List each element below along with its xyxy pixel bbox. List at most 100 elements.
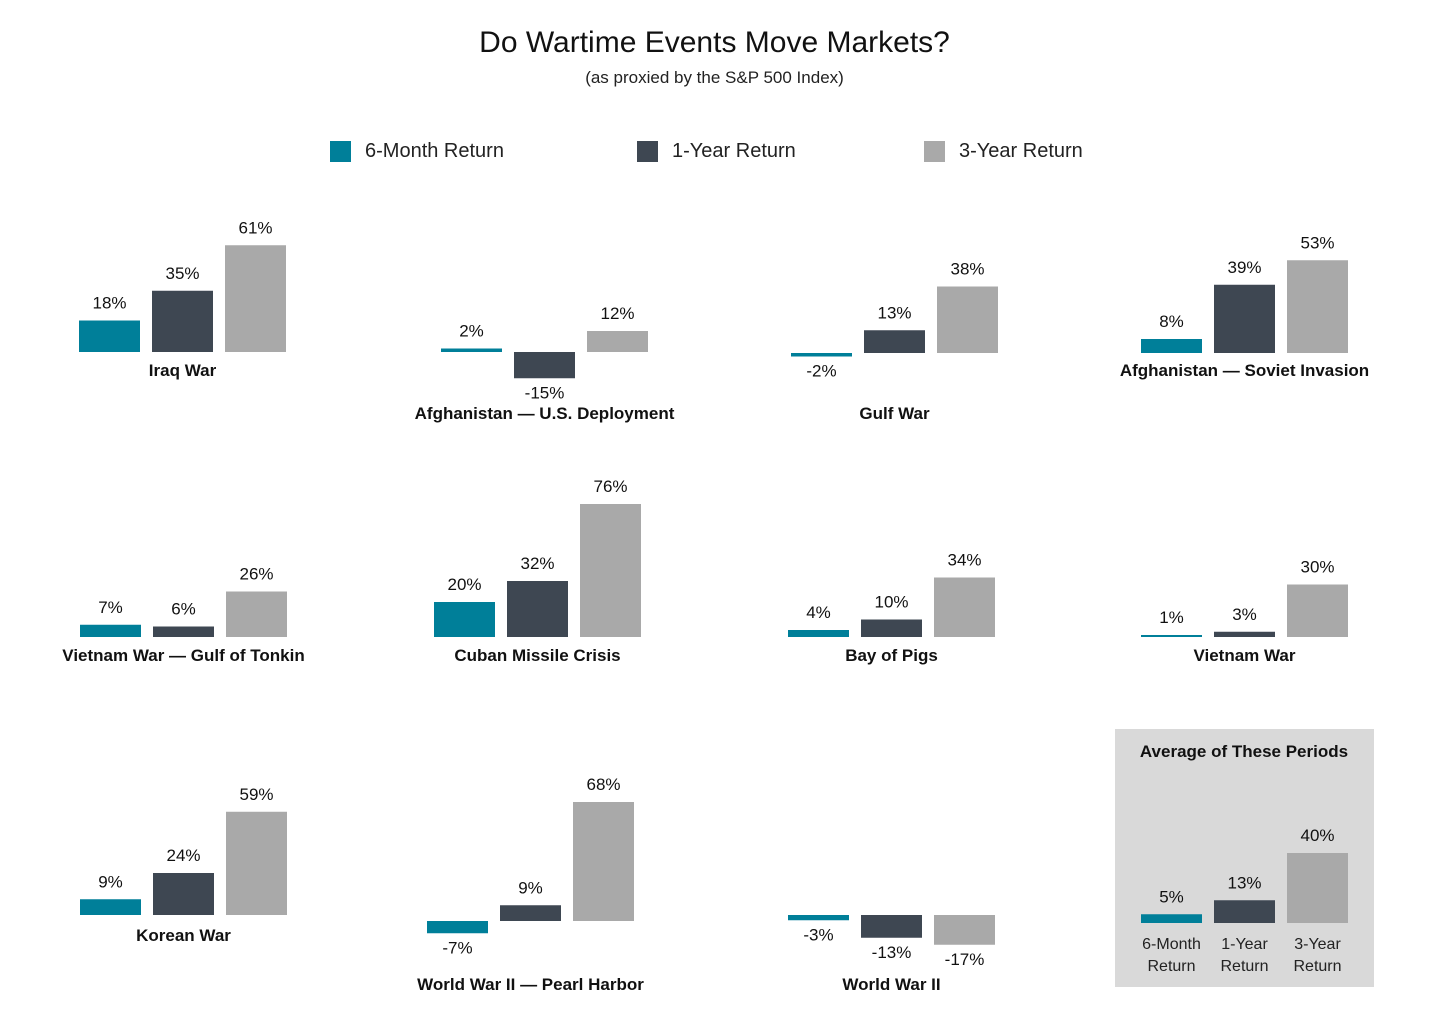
data-label-vietnam-war-gulf-of-tonkin-3-year: 26% xyxy=(239,565,273,584)
data-label-vietnam-war-gulf-of-tonkin-1-year: 6% xyxy=(171,600,196,619)
legend-item-6-month: 6-Month Return xyxy=(330,138,504,164)
panel-gulf-war: -2% 13% 38% Gulf War xyxy=(791,260,998,423)
legend-swatch-1-year xyxy=(637,140,658,162)
bar-gulf-war-3-year xyxy=(937,286,998,353)
data-label-iraq-war-3-year: 61% xyxy=(238,218,272,237)
panel-average: Average of These Periods 5% 13% 40% 6-Month R… xyxy=(1115,729,1374,987)
bar-gulf-war-1-year xyxy=(864,330,925,353)
legend-item-1-year: 1-Year Return xyxy=(637,138,796,164)
data-label-average-1-year: 13% xyxy=(1227,873,1261,892)
legend-item-3-year: 3-Year Return xyxy=(924,138,1083,164)
panel-vietnam-war-gulf-of-tonkin: 7% 6% 26% Vietnam War — Gulf of Tonkin xyxy=(62,565,304,666)
panel-title-korean-war: Korean War xyxy=(136,926,231,945)
data-label-afghanistan-u-s-deployment-6-month: 2% xyxy=(459,322,484,341)
panel-title-vietnam-war: Vietnam War xyxy=(1193,646,1295,665)
data-label-world-war-ii-pearl-harbor-1-year: 9% xyxy=(518,878,543,897)
panel-title-afghanistan-u-s-deployment: Afghanistan — U.S. Deployment xyxy=(415,404,675,423)
bar-afghanistan-u-s-deployment-1-year xyxy=(514,352,575,379)
data-label-iraq-war-6-month: 18% xyxy=(92,294,126,313)
bar-korean-war-1-year xyxy=(153,873,214,915)
data-label-vietnam-war-6-month: 1% xyxy=(1159,608,1184,627)
panel-title-afghanistan-soviet-invasion: Afghanistan — Soviet Invasion xyxy=(1120,361,1369,380)
panel-world-war-ii-pearl-harbor: -7% 9% 68% World War II — Pearl Harbor xyxy=(417,775,644,994)
panel-title-world-war-ii-pearl-harbor: World War II — Pearl Harbor xyxy=(417,975,644,994)
bar-average-6-month xyxy=(1141,914,1202,923)
panel-title-iraq-war: Iraq War xyxy=(149,361,217,380)
average-category-6-month: 6-Month Return xyxy=(1142,936,1201,975)
bar-cuban-missile-crisis-1-year xyxy=(507,581,568,637)
data-label-korean-war-6-month: 9% xyxy=(98,872,123,891)
data-label-korean-war-3-year: 59% xyxy=(239,785,273,804)
panel-title-world-war-ii: World War II xyxy=(842,975,940,994)
panel-title-vietnam-war-gulf-of-tonkin: Vietnam War — Gulf of Tonkin xyxy=(62,646,304,665)
data-label-afghanistan-soviet-invasion-3-year: 53% xyxy=(1300,233,1334,252)
bar-bay-of-pigs-6-month xyxy=(788,630,849,637)
bar-vietnam-war-gulf-of-tonkin-3-year xyxy=(226,591,287,637)
panel-afghanistan-soviet-invasion: 8% 39% 53% Afghanistan — Soviet Invasion xyxy=(1120,233,1369,380)
bar-afghanistan-u-s-deployment-3-year xyxy=(587,331,648,352)
data-label-average-6-month: 5% xyxy=(1159,887,1184,906)
legend-swatch-3-year xyxy=(924,140,945,162)
data-label-cuban-missile-crisis-1-year: 32% xyxy=(520,554,554,573)
data-label-gulf-war-1-year: 13% xyxy=(877,303,911,322)
panel-world-war-ii: -3% -13% -17% World War II xyxy=(788,915,995,994)
legend-swatch-6-month xyxy=(330,140,351,162)
bar-gulf-war-6-month xyxy=(791,353,852,357)
data-label-vietnam-war-gulf-of-tonkin-6-month: 7% xyxy=(98,598,123,617)
data-label-afghanistan-u-s-deployment-3-year: 12% xyxy=(600,304,634,323)
bar-vietnam-war-gulf-of-tonkin-1-year xyxy=(153,626,214,637)
data-label-bay-of-pigs-3-year: 34% xyxy=(947,551,981,570)
data-label-iraq-war-1-year: 35% xyxy=(165,264,199,283)
panel-afghanistan-u-s-deployment: 2% -15% 12% Afghanistan — U.S. Deployment xyxy=(415,304,675,423)
data-label-cuban-missile-crisis-3-year: 76% xyxy=(593,477,627,496)
data-label-average-3-year: 40% xyxy=(1300,826,1334,845)
legend-label-1-year: 1-Year Return xyxy=(672,139,796,162)
bar-world-war-ii-6-month xyxy=(788,915,849,921)
bar-average-1-year xyxy=(1214,900,1275,923)
data-label-bay-of-pigs-6-month: 4% xyxy=(806,603,831,622)
bar-afghanistan-soviet-invasion-6-month xyxy=(1141,339,1202,353)
data-label-world-war-ii-pearl-harbor-3-year: 68% xyxy=(586,775,620,794)
bar-korean-war-6-month xyxy=(80,899,141,915)
panel-title-bay-of-pigs: Bay of Pigs xyxy=(845,646,938,665)
data-label-gulf-war-3-year: 38% xyxy=(950,260,984,279)
bar-average-3-year xyxy=(1287,853,1348,923)
data-label-afghanistan-soviet-invasion-1-year: 39% xyxy=(1227,258,1261,277)
bar-iraq-war-6-month xyxy=(79,320,140,352)
data-label-korean-war-1-year: 24% xyxy=(166,846,200,865)
bar-bay-of-pigs-1-year xyxy=(861,619,922,637)
bar-cuban-missile-crisis-6-month xyxy=(434,602,495,637)
bar-vietnam-war-1-year xyxy=(1214,631,1275,637)
data-label-bay-of-pigs-1-year: 10% xyxy=(874,593,908,612)
bar-vietnam-war-6-month xyxy=(1141,635,1202,637)
bar-cuban-missile-crisis-3-year xyxy=(580,504,641,637)
data-label-afghanistan-soviet-invasion-6-month: 8% xyxy=(1159,312,1184,331)
bar-world-war-ii-pearl-harbor-6-month xyxy=(427,921,488,934)
average-category-3-year: 3-Year Return xyxy=(1293,936,1341,975)
data-label-world-war-ii-3-year: -17% xyxy=(945,950,985,969)
bar-bay-of-pigs-3-year xyxy=(934,577,995,637)
data-label-vietnam-war-3-year: 30% xyxy=(1300,558,1334,577)
bar-iraq-war-3-year xyxy=(225,245,286,352)
panel-cuban-missile-crisis: 20% 32% 76% Cuban Missile Crisis xyxy=(434,477,641,665)
bar-world-war-ii-pearl-harbor-3-year xyxy=(573,802,634,921)
bar-world-war-ii-1-year xyxy=(861,915,922,938)
legend-label-6-month: 6-Month Return xyxy=(365,139,504,162)
legend-label-3-year: 3-Year Return xyxy=(959,139,1083,162)
data-label-gulf-war-6-month: -2% xyxy=(806,362,836,381)
bar-korean-war-3-year xyxy=(226,811,287,915)
bar-iraq-war-1-year xyxy=(152,290,213,352)
data-label-vietnam-war-1-year: 3% xyxy=(1232,605,1257,624)
panel-vietnam-war: 1% 3% 30% Vietnam War xyxy=(1141,558,1348,665)
panel-title-cuban-missile-crisis: Cuban Missile Crisis xyxy=(454,646,620,665)
data-label-world-war-ii-6-month: -3% xyxy=(803,925,833,944)
bar-vietnam-war-gulf-of-tonkin-6-month xyxy=(80,624,141,637)
panel-bay-of-pigs: 4% 10% 34% Bay of Pigs xyxy=(788,551,995,665)
data-label-world-war-ii-pearl-harbor-6-month: -7% xyxy=(442,938,472,957)
data-label-world-war-ii-1-year: -13% xyxy=(872,943,912,962)
data-label-afghanistan-u-s-deployment-1-year: -15% xyxy=(525,383,565,402)
panel-korean-war: 9% 24% 59% Korean War xyxy=(80,785,287,945)
data-label-cuban-missile-crisis-6-month: 20% xyxy=(447,575,481,594)
panel-iraq-war: 18% 35% 61% Iraq War xyxy=(79,218,286,380)
average-title: Average of These Periods xyxy=(1140,742,1348,761)
